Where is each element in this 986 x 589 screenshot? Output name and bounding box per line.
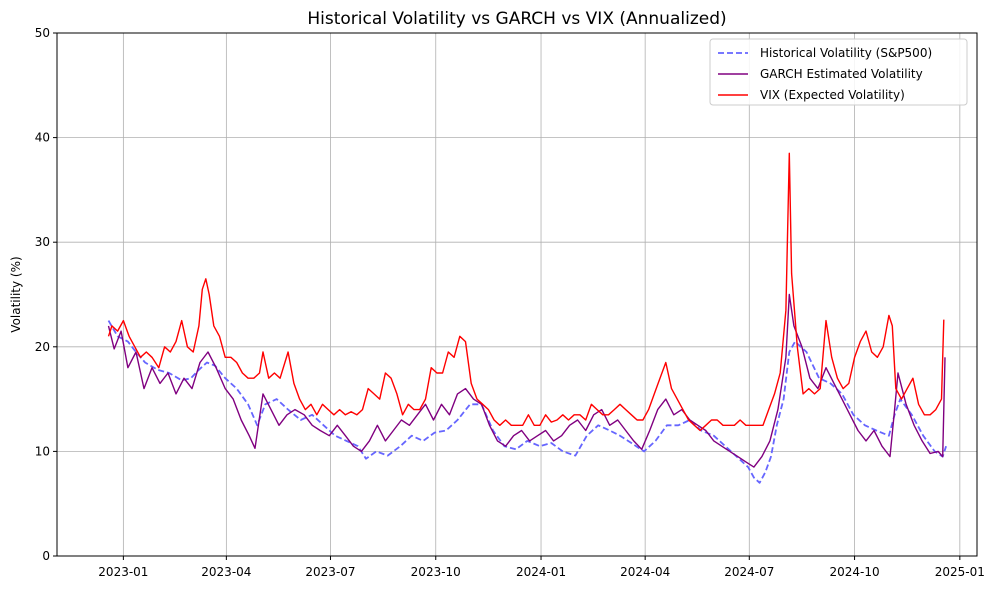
legend-label: Historical Volatility (S&P500) [760, 46, 932, 60]
plot-frame [56, 32, 978, 557]
ticks: 0 10 20 30 40 50 2023-01 2023-04 2023-07 2023-10 2… [35, 26, 985, 579]
x-tick-label: 2025-01 [935, 565, 985, 579]
y-tick-label: 10 [35, 444, 50, 458]
y-tick-label: 0 [42, 549, 50, 563]
x-tick-label: 2023-10 [411, 565, 461, 579]
series-line-3 [107, 152, 945, 432]
legend: Historical Volatility (S&P500) GARCH Esti… [709, 38, 968, 106]
legend-label: GARCH Estimated Volatility [760, 67, 923, 81]
y-tick-label: 30 [35, 235, 50, 249]
chart-title: Historical Volatility vs GARCH vs VIX (A… [307, 9, 726, 29]
y-tick-label: 20 [35, 340, 50, 354]
y-tick-label: 40 [35, 131, 50, 145]
x-tick-label: 2023-01 [98, 565, 148, 579]
series-line-2 [107, 293, 946, 468]
y-tick-label: 50 [35, 26, 50, 40]
legend-box [709, 38, 968, 106]
x-tick-label: 2024-01 [516, 565, 566, 579]
x-tick-label: 2023-07 [305, 565, 355, 579]
series-layer [107, 152, 947, 484]
x-tick-label: 2024-04 [620, 565, 670, 579]
y-axis-label: Volatility (%) [9, 256, 23, 332]
x-tick-label: 2024-07 [724, 565, 774, 579]
legend-label: VIX (Expected Volatility) [760, 88, 905, 102]
series-line-1 [107, 320, 947, 484]
x-tick-label: 2024-10 [829, 565, 879, 579]
grid [57, 32, 977, 557]
x-tick-label: 2023-04 [201, 565, 251, 579]
